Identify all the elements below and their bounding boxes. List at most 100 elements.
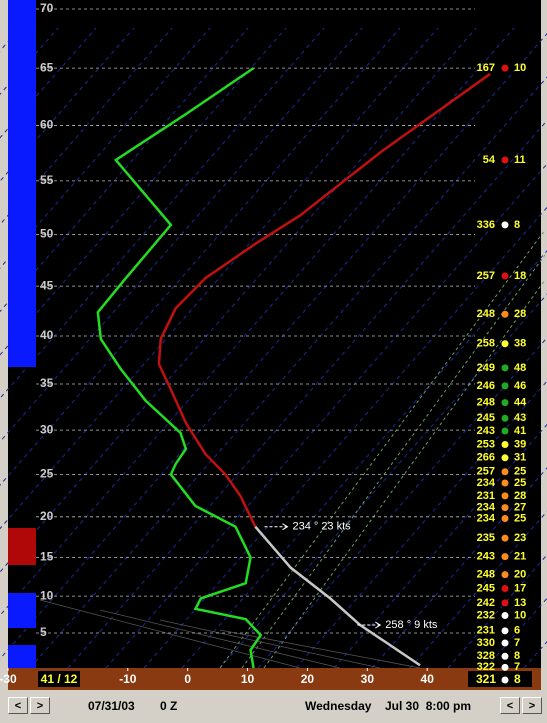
prev-button[interactable]: < <box>8 697 28 714</box>
wind-direction: 245 <box>477 412 495 424</box>
wind-direction: 248 <box>477 308 495 320</box>
plot-area <box>8 0 541 668</box>
isotherm <box>0 32 547 660</box>
wind-speed: 13 <box>514 597 526 609</box>
wind-speed: 20 <box>514 569 526 581</box>
wind-speed: 17 <box>514 582 526 594</box>
isotherm <box>0 27 477 573</box>
annotation: 234 ° 23 kts <box>292 521 351 533</box>
wind-dot <box>501 364 509 372</box>
wind-speed: 46 <box>514 380 526 392</box>
wind-direction: 243 <box>477 551 495 563</box>
y-tick-label: 40 <box>40 328 54 342</box>
wind-dot <box>501 414 509 422</box>
isotherm <box>0 27 439 530</box>
x-tick-label: 10 <box>241 672 255 686</box>
isotherm <box>143 206 547 669</box>
date: 07/31/03 <box>88 699 135 713</box>
isotherm <box>67 119 547 669</box>
y-tick-label: 65 <box>40 60 54 74</box>
y-tick-label: 45 <box>40 278 54 292</box>
wind-dot <box>501 64 509 72</box>
wind-direction: 245 <box>477 582 495 594</box>
wind-direction: 231 <box>477 625 495 637</box>
isotherm <box>0 27 287 356</box>
wind-speed: 28 <box>514 308 526 320</box>
wind-direction: 322 <box>477 661 495 673</box>
wind-dot <box>501 599 509 607</box>
profile-line <box>254 525 421 667</box>
wind-dot <box>501 479 509 487</box>
y-tick-label: 55 <box>40 173 54 187</box>
wind-dot <box>501 627 509 635</box>
readout-box <box>38 671 80 687</box>
wind-direction: 248 <box>477 569 495 581</box>
x-tick-label: -10 <box>119 672 137 686</box>
wind-speed: 11 <box>514 154 526 166</box>
wind-speed: 31 <box>514 452 526 464</box>
wind-speed: 8 <box>514 219 520 231</box>
wind-dot <box>501 156 509 164</box>
wind-direction: 257 <box>477 466 495 478</box>
wind-dot <box>501 585 509 593</box>
x-tick-label: 40 <box>421 672 435 686</box>
wind-direction: 328 <box>477 650 495 662</box>
wind-direction: 242 <box>477 597 495 609</box>
wind-speed: 44 <box>514 397 527 409</box>
next-button[interactable]: > <box>30 697 50 714</box>
y-tick-label: 15 <box>40 550 54 564</box>
wind-dot <box>501 310 509 318</box>
wind-speed: 7 <box>514 637 520 649</box>
next-button[interactable]: > <box>522 697 542 714</box>
wind-direction: 234 <box>477 512 496 524</box>
y-tick-label: 35 <box>40 376 54 390</box>
isotherm <box>181 250 547 669</box>
y-tick-label: 50 <box>40 227 54 241</box>
adiabat <box>219 229 546 669</box>
layer-bar <box>8 593 36 628</box>
weekday: Wednesday <box>305 699 372 713</box>
layer-bar <box>8 528 36 565</box>
mixing-line <box>219 629 421 669</box>
wind-dot <box>501 663 509 671</box>
y-tick-label: 60 <box>40 118 54 132</box>
wind-speed: 39 <box>514 438 526 450</box>
wind-speed: 48 <box>514 362 526 374</box>
wind-speed: 18 <box>514 270 526 282</box>
wind-dot <box>501 553 509 561</box>
wind-dot <box>501 221 509 229</box>
zulu-time: 0 Z <box>160 699 178 713</box>
x-tick-label: -30 <box>0 672 17 686</box>
wind-direction: 234 <box>477 477 496 489</box>
wind-direction: 248 <box>477 397 495 409</box>
wind-dot <box>501 652 509 660</box>
wind-dot <box>501 272 509 280</box>
wind-direction: 234 <box>477 502 496 514</box>
x-tick-label: 30 <box>361 672 375 686</box>
isotherm <box>0 27 515 617</box>
wind-direction: 231 <box>477 490 495 502</box>
isotherm <box>257 336 547 669</box>
isotherm <box>219 293 547 669</box>
layer-bar <box>8 645 36 668</box>
prev-button[interactable]: < <box>500 697 520 714</box>
wind-dot <box>501 399 509 407</box>
wind-dot <box>501 382 509 390</box>
y-tick-label: 5 <box>40 625 47 639</box>
wind-direction: 243 <box>477 425 495 437</box>
wind-direction: 258 <box>477 338 495 350</box>
wind-dot <box>501 639 509 647</box>
wind-dot <box>501 492 509 500</box>
wind-direction: 253 <box>477 438 495 450</box>
wind-dot <box>501 440 509 448</box>
isotherm <box>105 163 547 669</box>
readout-dot <box>501 676 509 684</box>
wind-speed: 6 <box>514 625 520 637</box>
wind-direction: 232 <box>477 609 495 621</box>
y-tick-label: 20 <box>40 509 54 523</box>
wind-direction: 330 <box>477 637 495 649</box>
readout-box <box>468 671 532 687</box>
wind-dot <box>501 340 509 348</box>
wind-speed: 10 <box>514 62 526 74</box>
